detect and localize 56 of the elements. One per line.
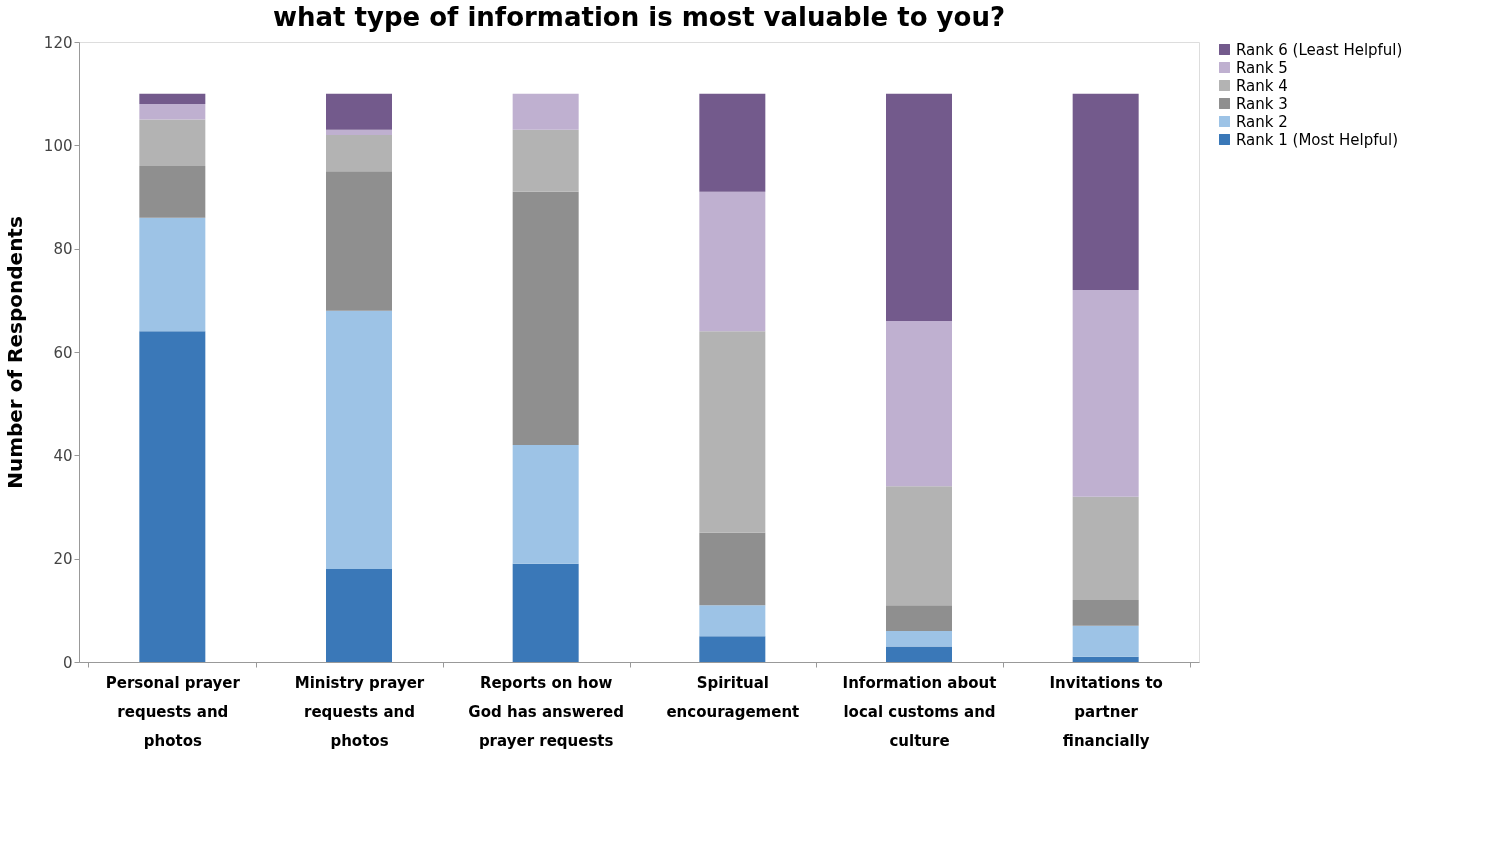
bar bbox=[699, 191, 766, 332]
bar bbox=[1072, 656, 1139, 662]
chart-title: what type of information is most valuable to you? bbox=[272, 2, 1006, 32]
bar bbox=[886, 605, 952, 631]
legend-label: Rank 3 bbox=[1236, 94, 1288, 113]
bar bbox=[886, 321, 952, 487]
bar bbox=[326, 569, 392, 662]
bar bbox=[699, 605, 766, 637]
bar bbox=[886, 93, 952, 321]
bar bbox=[699, 532, 766, 606]
bar bbox=[139, 104, 206, 120]
bar bbox=[326, 171, 392, 311]
legend-label: Rank 1 (Most Helpful) bbox=[1236, 130, 1398, 149]
y-tick-label: 100 bbox=[43, 136, 73, 155]
y-tick-label: 80 bbox=[53, 240, 73, 259]
bar bbox=[886, 631, 952, 647]
bar bbox=[1072, 600, 1139, 626]
x-tick-label: Ministry prayer requests and photos bbox=[294, 673, 425, 750]
bar bbox=[139, 217, 206, 332]
legend-label: Rank 5 bbox=[1236, 58, 1288, 77]
bar bbox=[139, 93, 206, 104]
bar bbox=[326, 135, 392, 172]
bar bbox=[512, 93, 579, 130]
y-tick-label: 20 bbox=[53, 550, 73, 569]
bar bbox=[886, 646, 952, 662]
bar bbox=[1072, 93, 1139, 290]
bar bbox=[326, 93, 392, 130]
bar bbox=[512, 445, 579, 564]
bar bbox=[699, 331, 766, 533]
x-tick-label: Personal prayer requests and photos bbox=[105, 673, 241, 750]
bar bbox=[1072, 496, 1139, 600]
y-tick-label: 40 bbox=[53, 446, 73, 465]
y-tick-label: 60 bbox=[53, 343, 73, 362]
bar bbox=[699, 93, 766, 192]
bar bbox=[699, 636, 766, 662]
bar bbox=[512, 129, 579, 192]
bar bbox=[139, 119, 206, 166]
x-tick-label: Reports on how God has answered prayer requests bbox=[468, 673, 624, 750]
bar bbox=[512, 191, 579, 445]
bar bbox=[1072, 290, 1139, 497]
x-tick-label: Spiritual encouragement bbox=[666, 673, 800, 721]
bar bbox=[326, 129, 392, 135]
legend-label: Rank 4 bbox=[1236, 76, 1288, 95]
legend-label: Rank 6 (Least Helpful) bbox=[1236, 40, 1403, 59]
bar bbox=[139, 166, 206, 218]
x-tick-label: Information about local customs and culture bbox=[842, 673, 997, 750]
y-axis-title: Number of Respondents bbox=[2, 216, 27, 489]
y-tick-label: 120 bbox=[43, 33, 73, 52]
legend-label: Rank 2 bbox=[1236, 112, 1288, 131]
bar bbox=[326, 310, 392, 569]
bar bbox=[139, 331, 206, 662]
bar bbox=[1072, 625, 1139, 657]
bar bbox=[886, 486, 952, 606]
x-tick-label: Invitations to partner financially bbox=[1049, 673, 1163, 750]
bar bbox=[512, 563, 579, 662]
y-tick-label: 0 bbox=[62, 653, 73, 672]
